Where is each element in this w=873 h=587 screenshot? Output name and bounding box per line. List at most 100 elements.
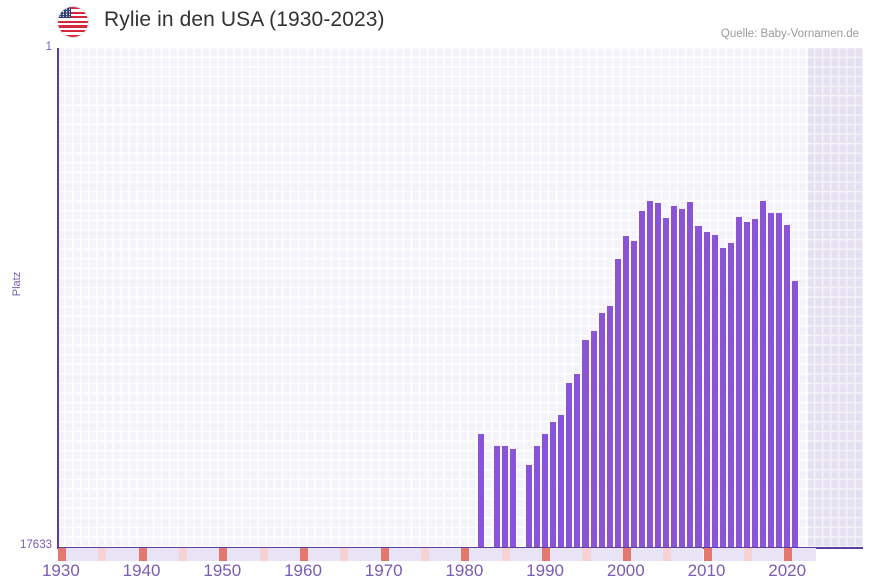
x-tick bbox=[106, 548, 115, 561]
bar bbox=[703, 232, 710, 547]
x-tick bbox=[308, 548, 317, 561]
x-tick bbox=[211, 548, 220, 561]
x-tick bbox=[122, 548, 131, 561]
x-axis-label: 1930 bbox=[41, 561, 80, 580]
y-axis-top-label: 1 bbox=[45, 41, 52, 53]
x-tick bbox=[687, 548, 696, 561]
x-tick bbox=[90, 548, 99, 561]
x-tick bbox=[259, 548, 268, 561]
x-tick bbox=[187, 548, 196, 561]
x-axis-label: 1980 bbox=[445, 561, 484, 580]
x-tick bbox=[178, 548, 187, 561]
x-tick-major bbox=[380, 548, 389, 561]
y-axis-line bbox=[57, 48, 59, 547]
bar bbox=[501, 446, 508, 547]
bar bbox=[550, 422, 557, 547]
x-tick bbox=[558, 548, 567, 561]
x-tick-major bbox=[219, 548, 228, 561]
x-tick bbox=[114, 548, 123, 561]
bar bbox=[711, 235, 718, 547]
x-axis-line bbox=[57, 547, 863, 549]
x-tick bbox=[372, 548, 381, 561]
x-tick-major bbox=[57, 548, 66, 561]
x-tick bbox=[655, 548, 664, 561]
bar bbox=[574, 374, 581, 547]
plot-area bbox=[57, 48, 863, 549]
x-tick bbox=[332, 548, 341, 561]
x-tick bbox=[65, 548, 75, 561]
x-tick bbox=[437, 548, 446, 561]
x-tick bbox=[235, 548, 244, 561]
x-tick bbox=[162, 548, 171, 561]
bar bbox=[719, 248, 726, 547]
x-tick-major bbox=[461, 548, 470, 561]
x-tick-major bbox=[138, 548, 147, 561]
x-tick bbox=[445, 548, 454, 561]
x-axis-label: 2010 bbox=[687, 561, 726, 580]
bar bbox=[647, 201, 654, 547]
x-tick bbox=[590, 548, 599, 561]
bar bbox=[743, 222, 750, 547]
bar bbox=[606, 306, 613, 547]
x-tick bbox=[574, 548, 583, 561]
bar bbox=[582, 340, 589, 547]
bar bbox=[751, 219, 758, 547]
x-axis-label: 1960 bbox=[284, 561, 322, 580]
x-tick bbox=[759, 548, 769, 561]
x-tick bbox=[582, 548, 591, 561]
x-tick bbox=[550, 548, 559, 561]
x-axis-labels: 1930 1940 1950 1960 1970 1980 1990 2000 2010 2020 bbox=[0, 561, 873, 587]
bar bbox=[534, 446, 541, 547]
x-tick bbox=[275, 548, 284, 561]
x-tick bbox=[534, 548, 543, 561]
x-tick bbox=[598, 548, 607, 561]
x-tick bbox=[509, 548, 518, 561]
x-tick bbox=[82, 548, 91, 561]
x-tick bbox=[291, 548, 300, 561]
bar bbox=[509, 449, 516, 547]
bar bbox=[630, 241, 637, 547]
x-tick bbox=[203, 548, 212, 561]
unranked-shaded-region bbox=[808, 48, 863, 547]
bar bbox=[768, 213, 775, 547]
x-axis-label: 2000 bbox=[606, 561, 645, 580]
x-tick bbox=[485, 548, 494, 561]
x-tick bbox=[356, 548, 365, 561]
x-axis-label: 2020 bbox=[768, 561, 807, 580]
x-tick bbox=[324, 548, 333, 561]
x-tick bbox=[227, 548, 236, 561]
bar bbox=[671, 206, 678, 547]
x-tick bbox=[751, 548, 760, 561]
bar bbox=[687, 202, 694, 547]
flag-canton bbox=[58, 7, 71, 18]
bar bbox=[598, 313, 605, 547]
x-tick bbox=[727, 548, 736, 561]
bar bbox=[493, 446, 500, 547]
x-tick-major bbox=[703, 548, 712, 561]
x-tick bbox=[283, 548, 292, 561]
x-tick bbox=[243, 548, 252, 561]
bar bbox=[590, 331, 597, 547]
x-axis-label: 1990 bbox=[526, 561, 565, 580]
x-tick bbox=[469, 548, 478, 561]
x-tick bbox=[74, 548, 83, 561]
x-tick bbox=[429, 548, 438, 561]
bar bbox=[558, 415, 565, 547]
x-tick bbox=[348, 548, 357, 561]
bar bbox=[622, 236, 629, 547]
bar bbox=[792, 281, 799, 547]
x-tick bbox=[695, 548, 704, 561]
bar bbox=[614, 259, 621, 547]
x-tick bbox=[525, 548, 535, 561]
bar bbox=[695, 226, 702, 547]
x-tick bbox=[388, 548, 397, 561]
x-tick bbox=[808, 548, 817, 561]
page-title: Rylie in den USA (1930-2023) bbox=[104, 8, 385, 31]
x-tick bbox=[743, 548, 752, 561]
bar bbox=[542, 434, 549, 547]
x-tick bbox=[154, 548, 163, 561]
x-tick bbox=[792, 548, 801, 561]
x-tick-major bbox=[542, 548, 551, 561]
x-tick bbox=[98, 548, 107, 561]
bar bbox=[759, 201, 767, 547]
